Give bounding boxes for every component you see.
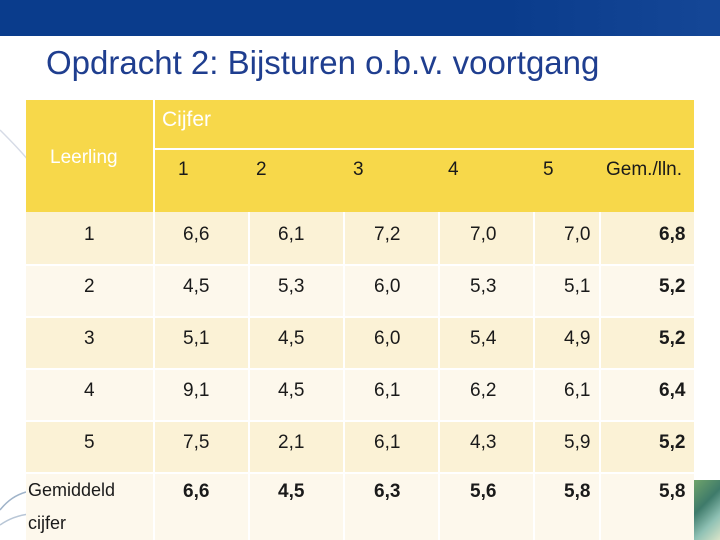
footer-label-line1: Gemiddeld — [28, 480, 116, 500]
row-divider — [26, 472, 694, 474]
table-row — [26, 212, 694, 264]
top-banner-shade — [0, 0, 720, 36]
grade-cell: 7,0 — [470, 224, 497, 245]
header-divider — [153, 100, 155, 212]
student-number: 2 — [84, 276, 95, 297]
student-number: 5 — [84, 432, 95, 453]
footer-label-line2: cijfer — [28, 513, 67, 533]
column-divider — [153, 212, 155, 540]
student-number: 4 — [84, 380, 95, 401]
table-row — [26, 318, 694, 370]
grade-cell: 4,5 — [183, 276, 210, 297]
grade-cell: 6,1 — [564, 380, 591, 401]
grade-cell: 6,6 — [183, 224, 210, 245]
grade-cell: 5,4 — [470, 328, 497, 349]
grade-cell: 4,5 — [278, 380, 305, 401]
header-leerling-label: Leerling — [50, 147, 118, 168]
average-cell: 5,2 — [659, 276, 686, 297]
footer-average-cell: 6,3 — [374, 481, 401, 502]
row-divider — [26, 420, 694, 422]
grade-cell: 6,0 — [374, 328, 401, 349]
average-cell: 6,8 — [659, 224, 686, 245]
grade-cell: 2,1 — [278, 432, 305, 453]
grade-cell: 5,9 — [564, 432, 591, 453]
column-divider — [248, 212, 250, 540]
table-row — [26, 422, 694, 474]
header-column-2: 2 — [256, 159, 267, 180]
footer-average-cell: 5,8 — [659, 481, 686, 502]
average-cell: 5,2 — [659, 328, 686, 349]
column-divider — [438, 212, 440, 540]
average-cell: 6,4 — [659, 380, 686, 401]
grade-cell: 7,5 — [183, 432, 210, 453]
grade-cell: 5,1 — [183, 328, 210, 349]
header-leerling-cell — [26, 100, 153, 212]
grade-cell: 6,1 — [278, 224, 305, 245]
grade-cell: 4,5 — [278, 328, 305, 349]
grade-cell: 4,3 — [470, 432, 497, 453]
header-cijfer-cell — [153, 100, 694, 148]
header-column-5: 5 — [543, 159, 554, 180]
column-divider — [599, 212, 601, 540]
decorative-corner-image — [694, 480, 720, 540]
average-cell: 5,2 — [659, 432, 686, 453]
table-row — [26, 370, 694, 422]
column-divider — [343, 212, 345, 540]
grade-table: Leerling Cijfer 1 2 3 4 5 Gem./lln. 1 6,… — [26, 100, 694, 540]
student-number: 1 — [84, 224, 95, 245]
grade-cell: 6,1 — [374, 432, 401, 453]
header-column-4: 4 — [448, 159, 459, 180]
grade-cell: 5,1 — [564, 276, 591, 297]
grade-cell: 7,0 — [564, 224, 591, 245]
header-divider — [155, 148, 694, 150]
row-divider — [26, 316, 694, 318]
grade-cell: 5,3 — [278, 276, 305, 297]
grade-cell: 7,2 — [374, 224, 401, 245]
footer-average-cell: 5,8 — [564, 481, 591, 502]
header-cijfer-label: Cijfer — [162, 108, 212, 131]
footer-average-cell: 5,6 — [470, 481, 497, 502]
grade-cell: 6,2 — [470, 380, 497, 401]
grade-cell: 4,9 — [564, 328, 591, 349]
grade-cell: 5,3 — [470, 276, 497, 297]
grade-cell: 6,0 — [374, 276, 401, 297]
footer-average-cell: 6,6 — [183, 481, 210, 502]
row-divider — [26, 264, 694, 266]
header-column-1: 1 — [178, 159, 189, 180]
header-column-3: 3 — [353, 159, 364, 180]
header-column-average: Gem./lln. — [606, 159, 683, 180]
row-divider — [26, 368, 694, 370]
student-number: 3 — [84, 328, 95, 349]
grade-cell: 6,1 — [374, 380, 401, 401]
header-numbers-row — [153, 148, 694, 212]
table-row — [26, 266, 694, 318]
column-divider — [533, 212, 535, 540]
slide-title: Opdracht 2: Bijsturen o.b.v. voortgang — [46, 44, 600, 81]
grade-cell: 9,1 — [183, 380, 210, 401]
footer-average-cell: 4,5 — [278, 481, 305, 502]
table-row-footer — [26, 474, 694, 540]
top-banner — [0, 0, 720, 36]
